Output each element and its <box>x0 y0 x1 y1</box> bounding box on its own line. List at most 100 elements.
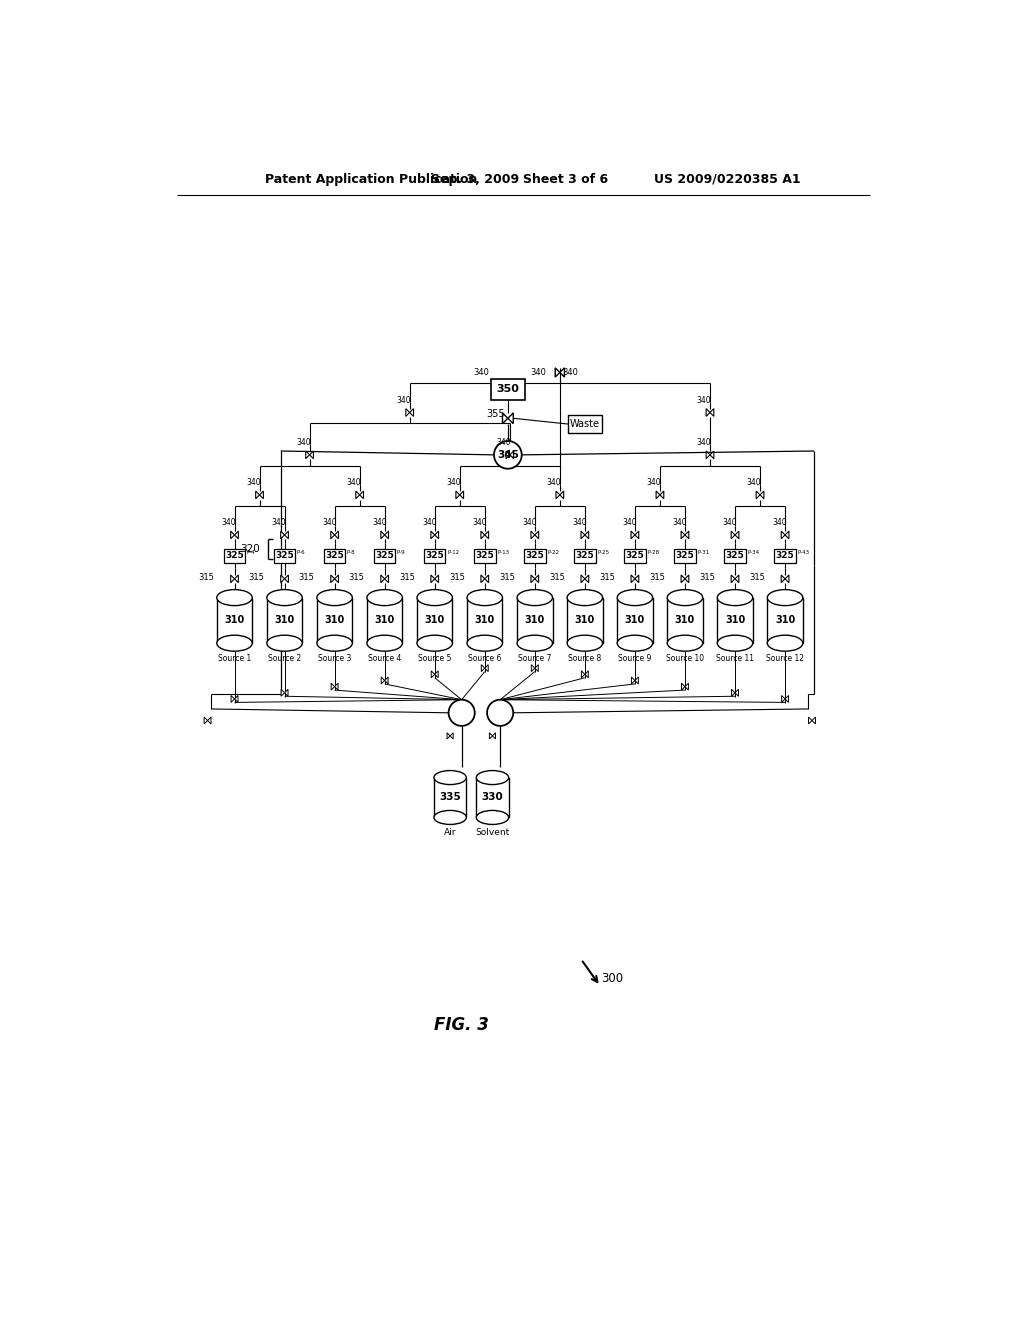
Text: 340: 340 <box>296 438 310 447</box>
Text: 310: 310 <box>675 615 695 626</box>
Text: 340: 340 <box>746 478 761 487</box>
Polygon shape <box>431 531 435 539</box>
Polygon shape <box>385 576 388 582</box>
Polygon shape <box>381 576 385 582</box>
Ellipse shape <box>467 635 503 651</box>
Text: Sep. 3, 2009: Sep. 3, 2009 <box>431 173 519 186</box>
Bar <box>467 598 503 643</box>
Polygon shape <box>707 409 710 416</box>
Text: 340: 340 <box>772 519 787 527</box>
Polygon shape <box>447 733 451 739</box>
Polygon shape <box>309 451 313 459</box>
Text: 340: 340 <box>497 438 511 447</box>
Text: 325: 325 <box>626 552 644 560</box>
Polygon shape <box>585 671 589 677</box>
Text: 325: 325 <box>676 552 694 560</box>
Text: 310: 310 <box>224 615 245 626</box>
Polygon shape <box>659 491 664 499</box>
Polygon shape <box>451 733 454 739</box>
Polygon shape <box>685 684 688 690</box>
Text: Source 6: Source 6 <box>468 655 502 664</box>
Ellipse shape <box>417 635 453 651</box>
Text: 310: 310 <box>625 615 645 626</box>
Text: 340: 340 <box>271 519 287 527</box>
Polygon shape <box>406 409 410 416</box>
Text: 340: 340 <box>396 396 411 405</box>
Text: 340: 340 <box>322 519 337 527</box>
Text: P-4: P-4 <box>247 550 255 556</box>
Text: Source 3: Source 3 <box>317 655 351 664</box>
Polygon shape <box>230 576 234 582</box>
Polygon shape <box>585 531 589 539</box>
Text: Source 5: Source 5 <box>418 655 452 664</box>
Circle shape <box>487 700 513 726</box>
Ellipse shape <box>267 635 302 651</box>
Polygon shape <box>230 531 234 539</box>
Polygon shape <box>385 531 388 539</box>
Polygon shape <box>456 491 460 499</box>
Text: 315: 315 <box>599 573 614 582</box>
Text: P-22: P-22 <box>547 550 559 556</box>
Polygon shape <box>489 733 493 739</box>
Polygon shape <box>285 531 289 539</box>
Polygon shape <box>481 531 484 539</box>
Polygon shape <box>785 696 788 702</box>
Polygon shape <box>508 413 513 424</box>
Bar <box>267 598 302 643</box>
Polygon shape <box>510 451 514 459</box>
Polygon shape <box>785 531 788 539</box>
Ellipse shape <box>316 590 352 606</box>
Polygon shape <box>582 671 585 677</box>
Text: P-34: P-34 <box>748 550 760 556</box>
Polygon shape <box>484 576 488 582</box>
Text: 340: 340 <box>522 519 537 527</box>
Bar <box>324 549 345 562</box>
Polygon shape <box>585 576 589 582</box>
Polygon shape <box>306 451 309 459</box>
Bar <box>476 777 509 817</box>
Ellipse shape <box>267 590 302 606</box>
Bar <box>767 598 803 643</box>
Ellipse shape <box>467 590 503 606</box>
Text: 325: 325 <box>326 552 344 560</box>
Polygon shape <box>460 491 464 499</box>
Polygon shape <box>731 531 735 539</box>
Bar <box>474 549 496 562</box>
Text: P-6: P-6 <box>297 550 305 556</box>
Polygon shape <box>335 531 339 539</box>
Bar <box>417 598 453 643</box>
Polygon shape <box>359 491 364 499</box>
Polygon shape <box>535 576 539 582</box>
Polygon shape <box>281 576 285 582</box>
Text: P-9: P-9 <box>397 550 406 556</box>
Polygon shape <box>481 665 484 672</box>
Text: 325: 325 <box>275 552 294 560</box>
Text: 315: 315 <box>349 573 365 582</box>
Text: 315: 315 <box>299 573 314 582</box>
Bar <box>568 414 602 433</box>
Polygon shape <box>581 576 585 582</box>
Text: 300: 300 <box>601 972 623 985</box>
Text: 340: 340 <box>572 519 587 527</box>
Text: 310: 310 <box>375 615 395 626</box>
Polygon shape <box>331 684 335 690</box>
Text: P-12: P-12 <box>447 550 459 556</box>
Ellipse shape <box>434 771 466 784</box>
Text: 340: 340 <box>422 519 436 527</box>
Polygon shape <box>781 696 785 702</box>
Polygon shape <box>256 491 259 499</box>
Text: US 2009/0220385 A1: US 2009/0220385 A1 <box>654 173 801 186</box>
Text: Source 7: Source 7 <box>518 655 552 664</box>
Text: Source 2: Source 2 <box>268 655 301 664</box>
Ellipse shape <box>217 590 252 606</box>
Bar <box>367 598 402 643</box>
Ellipse shape <box>316 635 352 651</box>
Polygon shape <box>285 576 289 582</box>
Text: 340: 340 <box>646 478 662 487</box>
Ellipse shape <box>367 635 402 651</box>
Text: 340: 340 <box>222 519 237 527</box>
Text: 340: 340 <box>696 396 711 405</box>
Polygon shape <box>681 531 685 539</box>
Ellipse shape <box>567 635 602 651</box>
Polygon shape <box>735 689 738 696</box>
